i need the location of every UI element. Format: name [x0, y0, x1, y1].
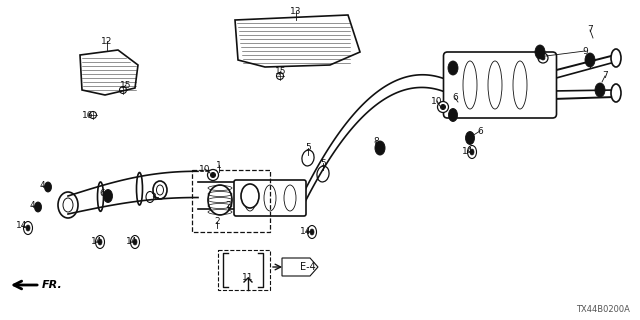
Text: 14: 14	[462, 147, 474, 156]
Text: 15: 15	[275, 67, 287, 76]
Ellipse shape	[470, 149, 474, 155]
Text: TX44B0200A: TX44B0200A	[576, 305, 630, 314]
Text: 6: 6	[477, 126, 483, 135]
Text: 1: 1	[216, 161, 222, 170]
Text: 6: 6	[99, 189, 105, 198]
Ellipse shape	[208, 185, 232, 215]
Text: 8: 8	[373, 137, 379, 146]
Bar	[218, 250, 270, 290]
Text: 5: 5	[305, 143, 311, 153]
Polygon shape	[235, 15, 360, 67]
Ellipse shape	[104, 189, 113, 203]
Text: 4: 4	[39, 181, 45, 190]
Bar	[192, 170, 270, 232]
Text: 14: 14	[92, 236, 102, 245]
Text: 13: 13	[291, 6, 301, 15]
Circle shape	[211, 172, 216, 178]
Circle shape	[207, 170, 218, 180]
Ellipse shape	[611, 49, 621, 67]
Ellipse shape	[585, 53, 595, 67]
Ellipse shape	[595, 83, 605, 97]
Ellipse shape	[26, 225, 30, 231]
Text: E-4: E-4	[300, 262, 316, 272]
Circle shape	[541, 56, 545, 60]
Ellipse shape	[375, 141, 385, 155]
Text: 16: 16	[83, 111, 93, 121]
Text: 4: 4	[29, 202, 35, 211]
Text: 2: 2	[225, 201, 231, 210]
Text: 11: 11	[243, 273, 253, 282]
Circle shape	[440, 105, 445, 109]
Text: 10: 10	[431, 97, 443, 106]
Ellipse shape	[535, 45, 545, 59]
Ellipse shape	[449, 108, 458, 122]
Text: FR.: FR.	[42, 280, 63, 290]
Text: 6: 6	[452, 93, 458, 102]
FancyBboxPatch shape	[444, 52, 557, 118]
FancyBboxPatch shape	[234, 180, 306, 216]
Text: 5: 5	[320, 158, 326, 167]
Text: 14: 14	[300, 227, 312, 236]
Ellipse shape	[310, 229, 314, 235]
Ellipse shape	[241, 184, 259, 208]
Ellipse shape	[448, 61, 458, 75]
Text: 9: 9	[582, 46, 588, 55]
Text: 10: 10	[199, 164, 211, 173]
Polygon shape	[80, 50, 138, 95]
Ellipse shape	[35, 202, 42, 212]
Text: 7: 7	[587, 26, 593, 35]
Text: 2: 2	[214, 218, 220, 227]
Ellipse shape	[98, 239, 102, 245]
Text: 7: 7	[602, 71, 608, 81]
Text: 14: 14	[16, 221, 28, 230]
Text: 12: 12	[101, 36, 113, 45]
Ellipse shape	[465, 132, 474, 145]
Circle shape	[438, 101, 449, 113]
Ellipse shape	[133, 239, 137, 245]
Ellipse shape	[45, 182, 51, 192]
Text: 3: 3	[150, 193, 156, 202]
Ellipse shape	[611, 84, 621, 102]
Text: 14: 14	[126, 236, 138, 245]
Text: 15: 15	[120, 81, 132, 90]
